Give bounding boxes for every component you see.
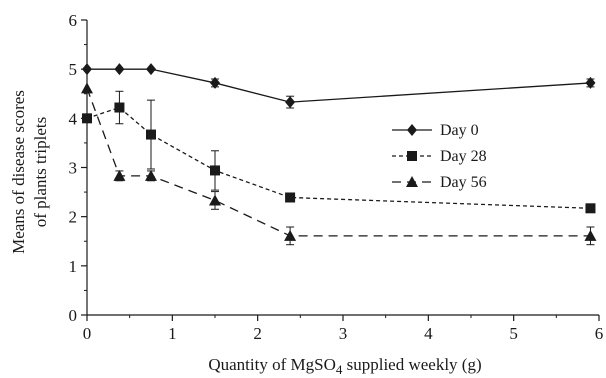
data-point (82, 113, 92, 124)
data-point (285, 192, 296, 203)
x-tick-label: 3 (339, 324, 348, 343)
x-tick-label: 5 (509, 324, 518, 343)
y-axis-title-line-1: Means of disease scores (9, 90, 28, 254)
y-axis-title-line-2: of plants triplets (31, 117, 50, 227)
legend-label: Day 28 (440, 148, 487, 165)
x-axis-title: Quantity of MgSO4 supplied weekly (g) (208, 355, 481, 377)
legend-label: Day 56 (440, 174, 487, 191)
series-line (86, 88, 591, 237)
x-axis-title-subscript: 4 (336, 362, 343, 377)
data-point (81, 82, 93, 94)
data-point (210, 76, 220, 89)
y-tick-label: 5 (69, 60, 78, 79)
y-tick-label: 1 (69, 257, 78, 276)
y-tick-label: 3 (69, 159, 78, 178)
data-point (82, 63, 92, 76)
x-tick-label: 2 (253, 324, 262, 343)
data-point (146, 63, 156, 76)
data-point (585, 203, 596, 214)
data-point (209, 194, 221, 206)
y-tick-label: 6 (69, 11, 78, 30)
series-day-56 (81, 82, 597, 246)
legend-marker (406, 176, 418, 187)
data-point (284, 229, 297, 241)
legend-marker (407, 151, 417, 161)
data-point (114, 63, 125, 76)
data-point (585, 76, 596, 89)
data-point (210, 165, 220, 176)
data-point (113, 169, 126, 181)
y-tick-label: 0 (69, 306, 78, 325)
data-point (114, 102, 125, 113)
axes-layer: 0 1 2 3 4 5 6 0 1 2 3 4 5 6 (69, 11, 604, 343)
series-layer (81, 63, 597, 246)
x-tick-label: 4 (424, 324, 433, 343)
legend-marker (407, 124, 417, 136)
data-point (145, 169, 157, 181)
legend-label: Day 0 (440, 122, 479, 139)
x-axis-title-main: Quantity of MgSO (208, 355, 336, 374)
series-day-28 (82, 90, 596, 214)
series-day-0 (82, 63, 596, 109)
y-tick-label: 2 (69, 208, 78, 227)
series-line (87, 68, 591, 103)
data-point (146, 129, 156, 140)
series-line (86, 106, 591, 209)
x-tick-label: 6 (595, 324, 604, 343)
x-tick-label: 1 (168, 324, 177, 343)
x-tick-label: 0 (83, 324, 92, 343)
data-point (584, 229, 597, 241)
y-tick-label: 4 (69, 109, 78, 128)
x-axis-title-suffix: supplied weekly (g) (342, 355, 481, 374)
data-point (285, 96, 296, 109)
legend: Day 0 Day 28 Day 56 (392, 122, 487, 191)
